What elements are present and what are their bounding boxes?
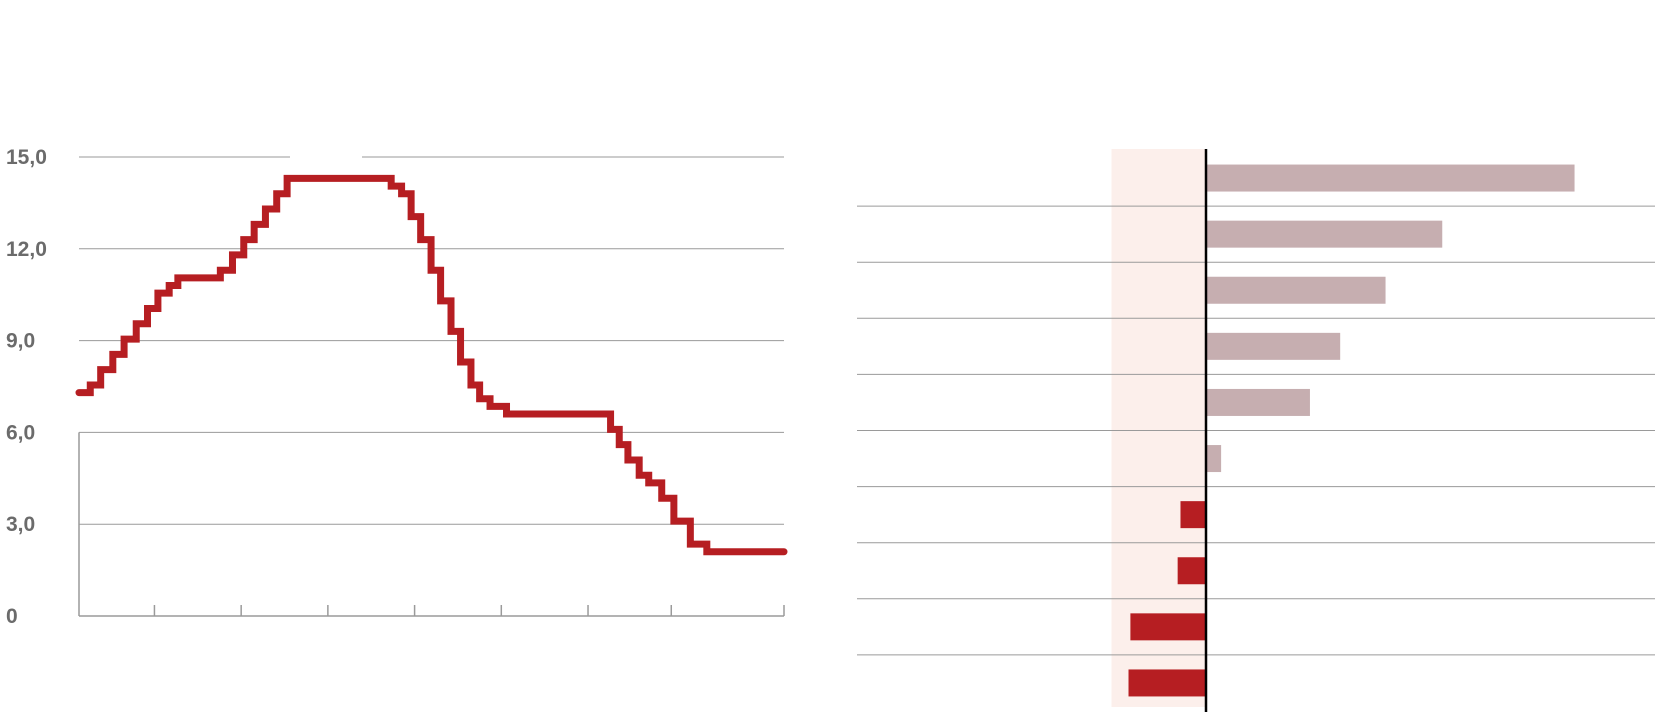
bar [1206, 220, 1443, 248]
bar [1206, 276, 1386, 304]
bar [1177, 557, 1206, 585]
bar [1128, 669, 1206, 697]
bar [1180, 501, 1206, 529]
y-tick-label: 6,0 [6, 421, 35, 444]
bar [1206, 388, 1310, 416]
y-tick-label: 9,0 [6, 330, 35, 353]
y-tick-label: 15,0 [6, 146, 47, 169]
bar [1206, 332, 1341, 360]
y-tick-label: 12,0 [6, 238, 47, 261]
bar [1206, 445, 1222, 473]
horizontal-bar-chart [857, 149, 1655, 712]
y-tick-label: 0 [6, 605, 18, 628]
series-line [75, 174, 788, 556]
y-tick-label: 3,0 [6, 513, 35, 536]
bar [1130, 613, 1206, 641]
bar [1206, 164, 1575, 192]
step-line-chart: 0 3,0 6,0 9,0 12,0 15,0 [6, 146, 788, 628]
